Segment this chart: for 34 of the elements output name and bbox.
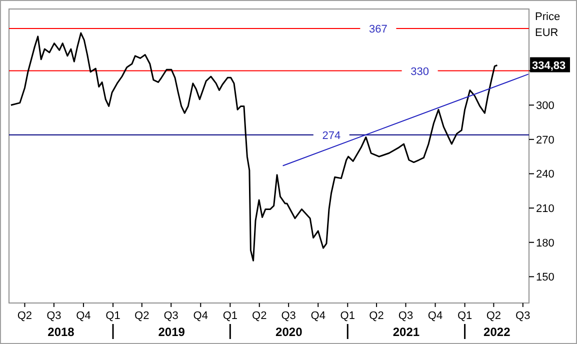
- y-axis-title: Price EUR: [535, 11, 560, 39]
- y-tick-label: 210: [536, 203, 554, 216]
- x-tick-label: Q1: [106, 310, 120, 322]
- x-tick-label: Q3: [516, 310, 530, 322]
- x-tick-label: Q4: [76, 310, 91, 322]
- text: 2018: [48, 325, 75, 339]
- x-tick-label: Q2: [134, 310, 150, 322]
- text: 2021: [392, 325, 420, 339]
- x-tick-label: Q3: [281, 310, 296, 322]
- x-tick-label: Q2: [252, 310, 267, 322]
- text: 2020: [276, 325, 303, 339]
- y-tick-label: 300: [536, 100, 554, 112]
- ref-line-label: 330: [410, 66, 429, 78]
- x-tick-label: Q1: [457, 310, 472, 322]
- x-tick-label: Q4: [310, 310, 326, 322]
- x-tick-label: Q2: [17, 310, 32, 322]
- x-tick-label: Q4: [193, 310, 208, 322]
- y-tick-label: 150: [536, 272, 554, 284]
- annotation: 334,83: [532, 60, 566, 72]
- y-tick-label: 240: [536, 168, 554, 181]
- ref-line-label: 367: [369, 23, 388, 36]
- x-tick-label: Q3: [46, 310, 62, 322]
- x-tick-label: Q1: [340, 310, 355, 322]
- x-tick-label: Q4: [428, 310, 443, 322]
- x-tick-label: Q3: [398, 310, 414, 322]
- x-tick-label: Q2: [369, 310, 384, 322]
- ref-line-label: 274: [322, 130, 341, 142]
- y-tick-label: 270: [536, 134, 554, 146]
- x-tick-label: Q2: [486, 310, 502, 322]
- text: 2022: [484, 325, 511, 339]
- x-tick-label: Q3: [164, 310, 178, 322]
- x-tick-label: Q1: [222, 310, 238, 322]
- y-tick-label: 180: [536, 237, 554, 250]
- text: 2019: [158, 325, 186, 339]
